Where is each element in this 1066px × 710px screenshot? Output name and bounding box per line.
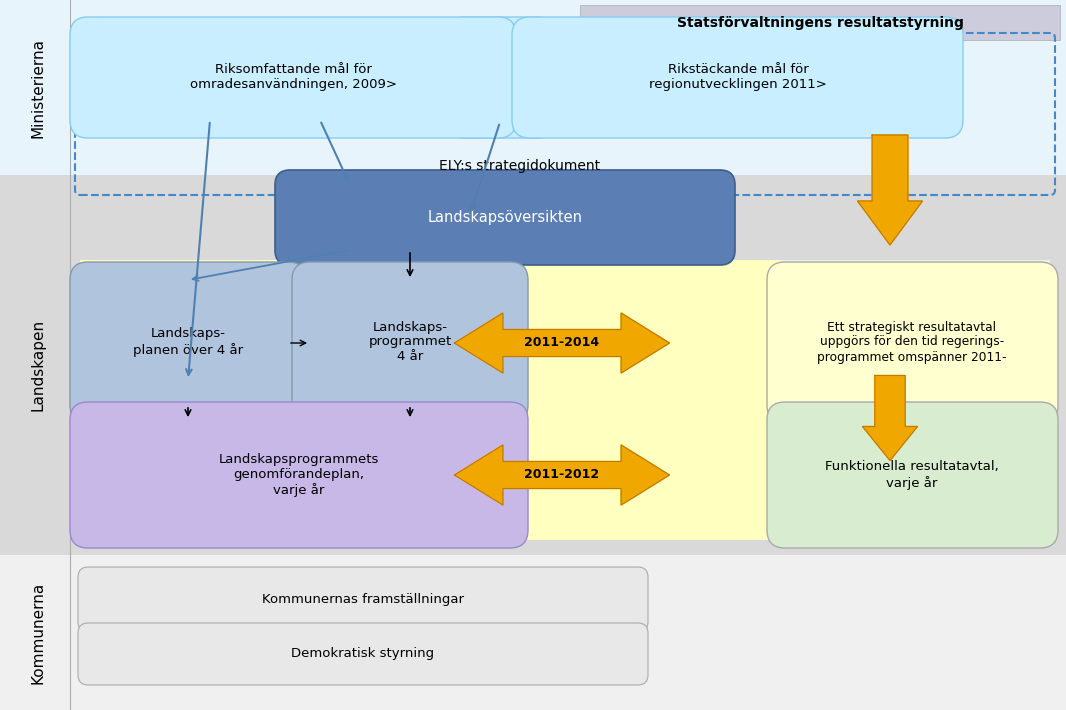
FancyBboxPatch shape	[78, 623, 648, 685]
Text: Landskapsprogrammets
genomförandeplan,
varje år: Landskapsprogrammets genomförandeplan, v…	[219, 453, 379, 497]
Polygon shape	[454, 445, 669, 505]
Polygon shape	[857, 135, 922, 245]
Text: Landskaps-
planen över 4 år: Landskaps- planen över 4 år	[133, 327, 243, 356]
Text: Funktionella resultatavtal,
varje år: Funktionella resultatavtal, varje år	[825, 460, 999, 490]
Text: Landskaps-
programmet
4 år: Landskaps- programmet 4 år	[369, 320, 452, 364]
Text: Ministerierna: Ministerierna	[31, 38, 46, 138]
Text: 2011-2012: 2011-2012	[524, 469, 599, 481]
Text: Riksomfattande mål för
omradesanvändningen, 2009>: Riksomfattande mål för omradesanvändning…	[190, 63, 397, 91]
Text: Statsförvaltningens resultatstyrning: Statsförvaltningens resultatstyrning	[677, 16, 964, 30]
Bar	[80, 200, 780, 540]
FancyBboxPatch shape	[292, 262, 528, 423]
FancyBboxPatch shape	[78, 567, 648, 632]
Text: Ett strategiskt resultatavtal
uppgörs för den tid regerings-
programmet omspänne: Ett strategiskt resultatavtal uppgörs fö…	[818, 320, 1006, 364]
Text: Kommunerna: Kommunerna	[31, 582, 46, 684]
Polygon shape	[862, 376, 918, 461]
FancyBboxPatch shape	[70, 262, 306, 423]
Bar	[0, 175, 1066, 555]
Bar	[0, 0, 1066, 175]
FancyBboxPatch shape	[512, 17, 963, 138]
Text: Kommunernas framställningar: Kommunernas framställningar	[262, 593, 464, 606]
FancyBboxPatch shape	[70, 17, 516, 138]
Text: Demokratisk styrning: Demokratisk styrning	[291, 648, 435, 660]
Bar	[80, 175, 1050, 260]
FancyBboxPatch shape	[447, 17, 555, 138]
Text: 2011-2014: 2011-2014	[524, 337, 599, 349]
Text: Landskapsöversikten: Landskapsöversikten	[427, 210, 582, 225]
Bar	[780, 200, 1050, 540]
FancyBboxPatch shape	[70, 402, 528, 548]
FancyBboxPatch shape	[768, 262, 1057, 423]
FancyBboxPatch shape	[275, 170, 734, 265]
Bar	[0, 555, 1066, 710]
Text: Landskapen: Landskapen	[31, 319, 46, 411]
Bar	[580, 5, 1060, 40]
Text: ELY:s strategidokument: ELY:s strategidokument	[439, 159, 600, 173]
Text: Rikstäckande mål för
regionutvecklingen 2011>: Rikstäckande mål för regionutvecklingen …	[649, 63, 827, 91]
FancyBboxPatch shape	[768, 402, 1057, 548]
Polygon shape	[454, 313, 669, 373]
